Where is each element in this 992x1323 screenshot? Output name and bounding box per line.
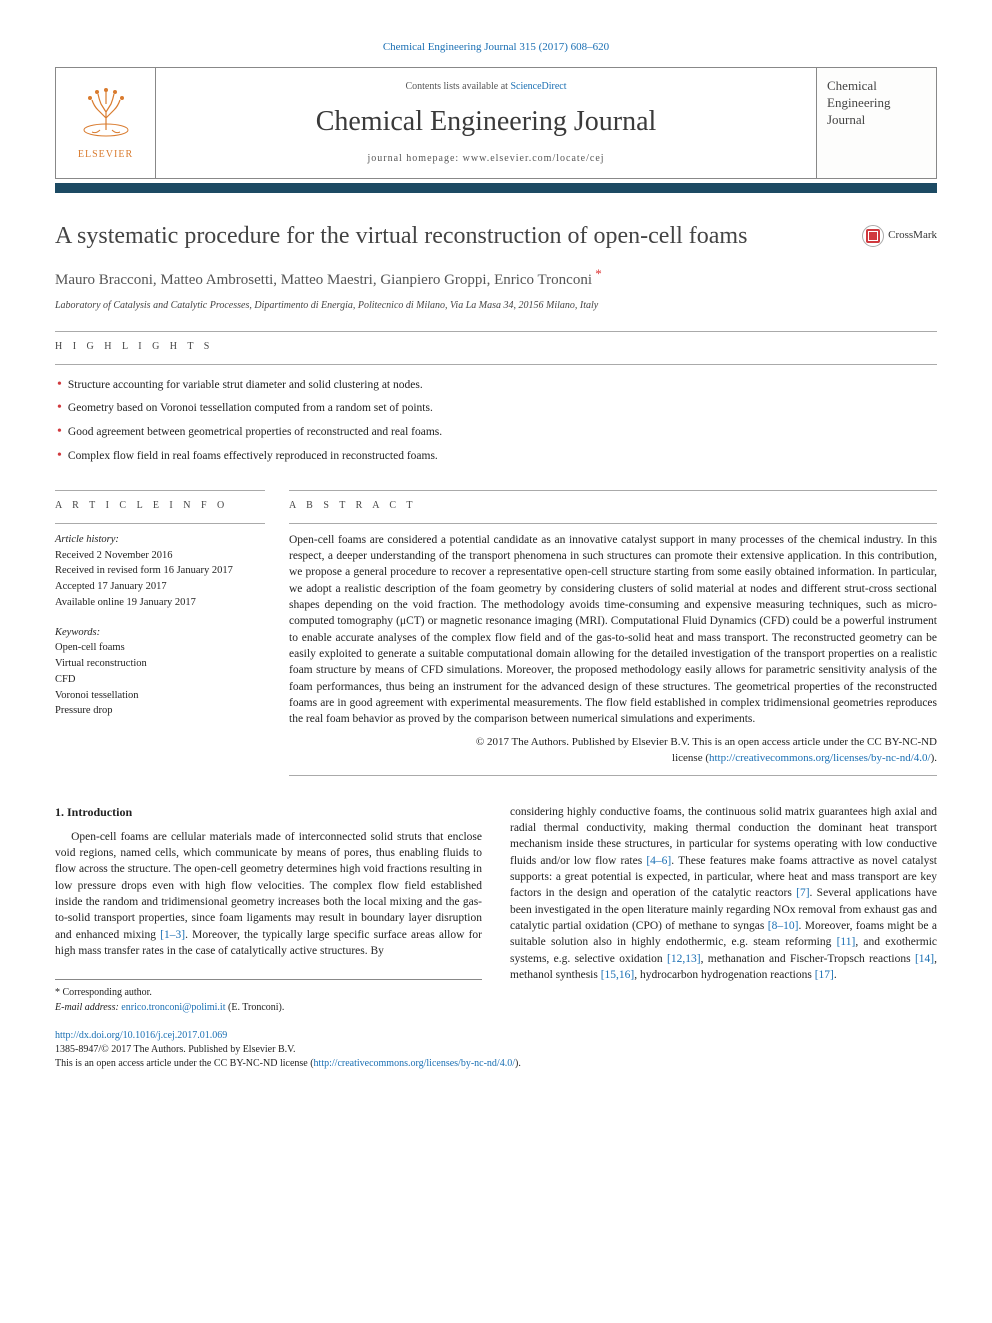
history-item: Received 2 November 2016 <box>55 548 265 564</box>
license-link[interactable]: http://creativecommons.org/licenses/by-n… <box>314 1058 515 1069</box>
divider <box>289 775 937 776</box>
footnote-block: * Corresponding author. E-mail address: … <box>55 979 482 1014</box>
article-info-column: a r t i c l e i n f o Article history: R… <box>55 482 265 784</box>
body-text: , hydrocarbon hydrogenation reactions <box>634 969 814 981</box>
ref-link[interactable]: [11] <box>837 936 856 948</box>
body-text: , methanation and Fischer-Tropsch reacti… <box>701 953 915 965</box>
banner-link[interactable]: Chemical Engineering Journal 315 (2017) … <box>383 41 609 53</box>
copyright-line-2: license (http://creativecommons.org/lice… <box>289 750 937 767</box>
homepage-line: journal homepage: www.elsevier.com/locat… <box>166 152 806 166</box>
journal-name: Chemical Engineering Journal <box>166 102 806 141</box>
highlight-item: Geometry based on Voronoi tessellation c… <box>57 396 937 420</box>
keywords-group: Keywords: Open-cell foams Virtual recons… <box>55 625 265 720</box>
crossmark-icon <box>862 225 884 247</box>
email-line: E-mail address: enrico.tronconi@polimi.i… <box>55 1001 482 1015</box>
accent-bar <box>55 183 937 193</box>
history-item: Available online 19 January 2017 <box>55 595 265 611</box>
top-banner: Chemical Engineering Journal 315 (2017) … <box>55 40 937 55</box>
divider <box>289 490 937 491</box>
info-label: a r t i c l e i n f o <box>55 499 265 513</box>
keyword-item: CFD <box>55 672 265 688</box>
article-header: CrossMark A systematic procedure for the… <box>55 221 937 313</box>
copyright-block: © 2017 The Authors. Published by Elsevie… <box>289 734 937 767</box>
homepage-prefix: journal homepage: <box>367 153 462 164</box>
history-label: Article history: <box>55 532 265 548</box>
intro-paragraph: Open-cell foams are cellular materials m… <box>55 829 482 960</box>
body-column-left: 1. Introduction Open-cell foams are cell… <box>55 804 482 1015</box>
ref-link[interactable]: [12,13] <box>667 953 701 965</box>
highlight-item: Complex flow field in real foams effecti… <box>57 444 937 468</box>
ref-link[interactable]: [4–6] <box>646 855 671 867</box>
ref-link[interactable]: [8–10] <box>768 920 799 932</box>
journal-header: ELSEVIER Contents lists available at Sci… <box>55 67 937 178</box>
highlights-label: h i g h l i g h t s <box>55 340 937 354</box>
abstract-column: a b s t r a c t Open-cell foams are cons… <box>289 482 937 784</box>
publisher-column: ELSEVIER <box>56 68 156 177</box>
keyword-item: Open-cell foams <box>55 640 265 656</box>
sciencedirect-link[interactable]: ScienceDirect <box>510 81 566 92</box>
email-label: E-mail address: <box>55 1002 121 1013</box>
divider <box>55 490 265 491</box>
authors-line: Mauro Bracconi, Matteo Ambrosetti, Matte… <box>55 265 937 291</box>
issn-line: 1385-8947/© 2017 The Authors. Published … <box>55 1043 937 1057</box>
cover-title: Chemical Engineering Journal <box>827 78 926 129</box>
crossmark-badge[interactable]: CrossMark <box>862 225 937 247</box>
keyword-item: Virtual reconstruction <box>55 656 265 672</box>
divider <box>289 523 937 524</box>
license-link[interactable]: http://creativecommons.org/licenses/by-n… <box>709 752 931 764</box>
crossmark-label: CrossMark <box>888 228 937 243</box>
history-item: Accepted 17 January 2017 <box>55 579 265 595</box>
email-link[interactable]: enrico.tronconi@polimi.it <box>121 1002 225 1013</box>
license-line: This is an open access article under the… <box>55 1057 937 1071</box>
publisher-label: ELSEVIER <box>78 148 133 162</box>
body-paragraph: considering highly conductive foams, the… <box>510 804 937 984</box>
corresponding-note: * Corresponding author. <box>55 986 482 1000</box>
divider <box>55 364 937 365</box>
highlight-item: Structure accounting for variable strut … <box>57 373 937 397</box>
ref-link[interactable]: [17] <box>815 969 834 981</box>
keyword-item: Pressure drop <box>55 703 265 719</box>
highlights-list: Structure accounting for variable strut … <box>57 373 937 468</box>
authors-names: Mauro Bracconi, Matteo Ambrosetti, Matte… <box>55 272 592 288</box>
highlight-item: Good agreement between geometrical prope… <box>57 420 937 444</box>
ref-link[interactable]: [14] <box>915 953 934 965</box>
history-item: Received in revised form 16 January 2017 <box>55 563 265 579</box>
info-abstract-row: a r t i c l e i n f o Article history: R… <box>55 482 937 784</box>
body-column-right: considering highly conductive foams, the… <box>510 804 937 1015</box>
homepage-url[interactable]: www.elsevier.com/locate/cej <box>463 153 605 164</box>
header-center: Contents lists available at ScienceDirec… <box>156 68 816 177</box>
intro-heading: 1. Introduction <box>55 804 482 821</box>
copyright-line-1: © 2017 The Authors. Published by Elsevie… <box>289 734 937 751</box>
contents-line: Contents lists available at ScienceDirec… <box>166 80 806 94</box>
journal-cover: Chemical Engineering Journal <box>816 68 936 177</box>
body-columns: 1. Introduction Open-cell foams are cell… <box>55 804 937 1015</box>
article-history: Article history: Received 2 November 201… <box>55 532 265 611</box>
divider <box>55 523 265 524</box>
license-suffix: ). <box>515 1058 521 1069</box>
ref-link[interactable]: [7] <box>796 887 809 899</box>
affiliation: Laboratory of Catalysis and Catalytic Pr… <box>55 299 937 313</box>
license-prefix: This is an open access article under the… <box>55 1058 314 1069</box>
corresponding-asterisk: * <box>592 266 602 281</box>
email-suffix: (E. Tronconi). <box>226 1002 285 1013</box>
doi-link[interactable]: http://dx.doi.org/10.1016/j.cej.2017.01.… <box>55 1030 227 1041</box>
ref-link[interactable]: [15,16] <box>601 969 635 981</box>
license-suffix: ). <box>931 752 937 764</box>
body-text: . <box>834 969 837 981</box>
divider <box>55 331 937 332</box>
bottom-block: http://dx.doi.org/10.1016/j.cej.2017.01.… <box>55 1029 937 1071</box>
article-title: A systematic procedure for the virtual r… <box>55 221 937 251</box>
elsevier-tree-icon <box>76 84 136 144</box>
body-text: Open-cell foams are cellular materials m… <box>55 831 482 941</box>
keyword-item: Voronoi tessellation <box>55 688 265 704</box>
contents-prefix: Contents lists available at <box>405 81 510 92</box>
abstract-text: Open-cell foams are considered a potenti… <box>289 532 937 728</box>
license-prefix: license ( <box>672 752 709 764</box>
abstract-label: a b s t r a c t <box>289 499 937 513</box>
ref-link[interactable]: [1–3] <box>160 929 185 941</box>
keywords-label: Keywords: <box>55 625 265 641</box>
